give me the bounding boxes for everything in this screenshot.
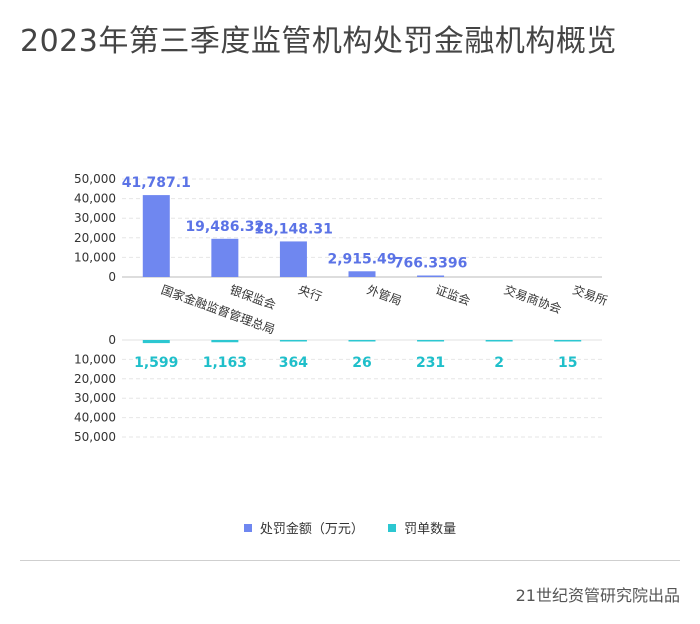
y-tick-label-top: 50,000 [74, 172, 116, 186]
x-tick-label: 证监会 [434, 283, 473, 308]
bar-amount [142, 195, 170, 277]
data-label-amount: 18,148.31 [254, 221, 333, 237]
legend-label-count: 罚单数量 [404, 522, 457, 537]
x-tick-label: 交易所 [571, 282, 610, 308]
data-label-count: 231 [416, 355, 445, 371]
y-tick-label-top: 30,000 [74, 211, 116, 225]
legend: 处罚金额（万元） 罚单数量 [0, 518, 700, 537]
bar-count [348, 340, 376, 342]
data-label-count: 26 [352, 355, 371, 371]
y-tick-label-bottom: 0 [108, 333, 116, 347]
page-title: 2023年第三季度监管机构处罚金融机构概览 [20, 24, 617, 59]
legend-swatch-amount [243, 523, 252, 532]
bar-count [485, 340, 513, 342]
x-tick-label: 外管局 [365, 282, 404, 308]
data-label-amount: 41,787.1 [122, 175, 191, 191]
y-tick-label-bottom: 20,000 [74, 372, 116, 386]
data-label-count: 1,599 [134, 355, 178, 371]
y-tick-label-top: 40,000 [74, 192, 116, 206]
bar-amount [348, 271, 376, 277]
data-label-count: 15 [558, 355, 577, 371]
data-label-amount: 2,915.49 [327, 251, 396, 267]
x-tick-label: 央行 [296, 283, 323, 304]
legend-item-amount[interactable]: 处罚金额（万元） [243, 518, 364, 537]
y-tick-label-top: 10,000 [74, 250, 116, 264]
bar-amount [417, 275, 445, 277]
bar-count [417, 340, 445, 342]
source-credit: 21世纪资管研究院出品 [515, 586, 680, 605]
footer-divider [20, 560, 680, 561]
data-label-count: 364 [279, 355, 308, 371]
x-tick-label: 国家金融监督管理总局 [159, 282, 277, 337]
data-label-amount: 19,486.32 [185, 219, 264, 235]
legend-swatch-count [388, 523, 397, 532]
data-label-count: 1,163 [203, 355, 247, 371]
bar-amount [279, 241, 307, 277]
y-tick-label-top: 20,000 [74, 231, 116, 245]
y-tick-label-bottom: 30,000 [74, 391, 116, 405]
y-tick-label-bottom: 40,000 [74, 411, 116, 425]
bar-chart: 0 10,000 20,000 30,000 40,000 50,000 0 10,000 20… [74, 172, 610, 444]
legend-label-amount: 处罚金额（万元） [259, 522, 364, 537]
bar-count [554, 340, 582, 342]
y-tick-label-top: 0 [108, 270, 116, 284]
bar-count [279, 340, 307, 342]
data-label-count: 2 [494, 355, 504, 371]
y-tick-label-bottom: 10,000 [74, 352, 116, 366]
bar-count [211, 340, 239, 343]
bar-count [142, 340, 170, 344]
data-label-amount: 766.3396 [394, 255, 468, 271]
bar-amount [211, 238, 239, 277]
x-tick-label: 交易商协会 [502, 282, 564, 317]
legend-item-count[interactable]: 罚单数量 [388, 518, 456, 537]
y-tick-label-bottom: 50,000 [74, 430, 116, 444]
